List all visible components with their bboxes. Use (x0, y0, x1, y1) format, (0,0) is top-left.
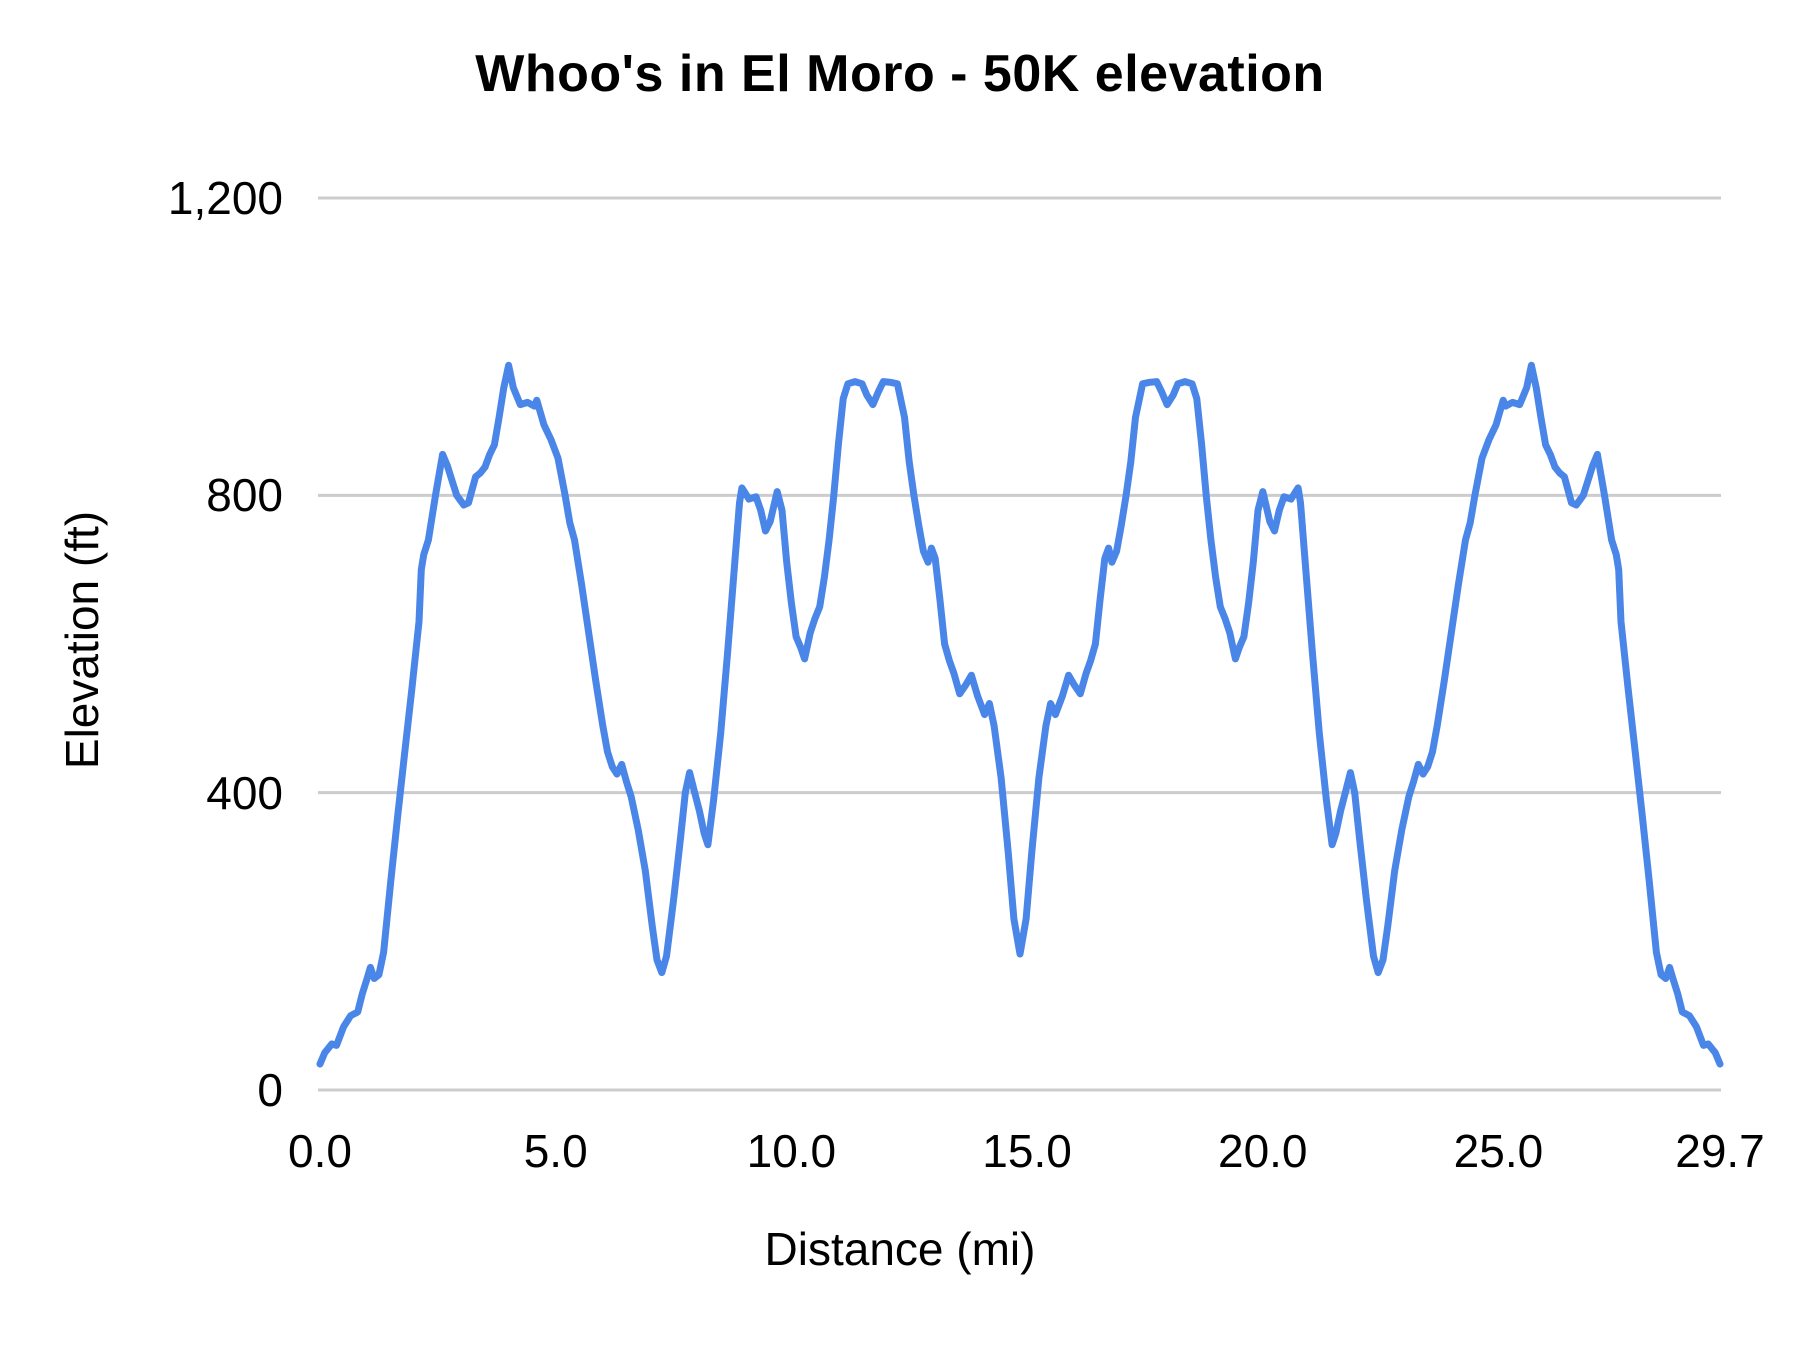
x-tick-0.0: 0.0 (288, 1125, 352, 1177)
y-tick-0: 0 (257, 1064, 283, 1116)
x-tick-10.0: 10.0 (746, 1125, 837, 1177)
x-axis-title: Distance (mi) (764, 1223, 1036, 1275)
y-axis-title: Elevation (ft) (56, 510, 108, 770)
y-tick-400: 400 (206, 766, 283, 819)
x-tick-29.7: 29.7 (1675, 1125, 1765, 1177)
x-tick-20.0: 20.0 (1217, 1125, 1308, 1177)
y-tick-800: 800 (206, 469, 283, 522)
chart-title: Whoo's in El Moro - 50K elevation (475, 45, 1325, 103)
y-tick-1,200: 1,200 (167, 172, 283, 224)
series-elevation-line (316, 361, 1724, 1068)
x-tick-25.0: 25.0 (1453, 1125, 1544, 1177)
x-tick-15.0: 15.0 (982, 1125, 1072, 1177)
x-tick-5.0: 5.0 (523, 1125, 588, 1177)
